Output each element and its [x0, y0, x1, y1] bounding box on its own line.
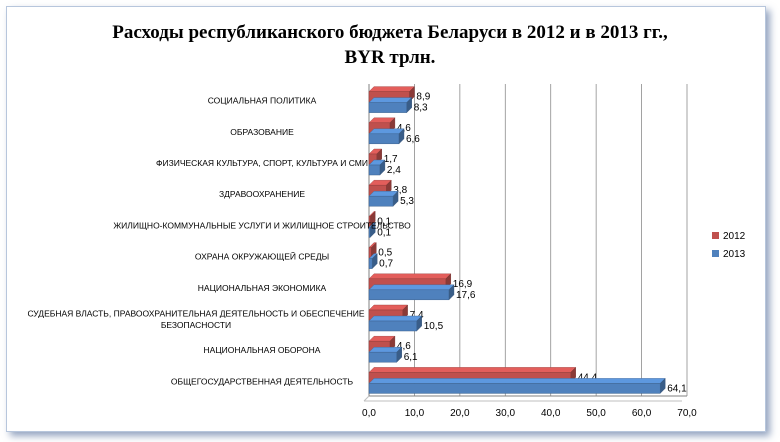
x-tick-label: 0,0 — [362, 408, 376, 419]
bar-2013 — [368, 258, 373, 269]
data-label: 1,7 — [384, 154, 398, 165]
bar-2013-top — [368, 128, 405, 135]
bar-2013-group — [368, 253, 378, 270]
category-label-line: ЖИЛИЩНО-КОММУНАЛЬНЫЕ УСЛУГИ И ЖИЛИЩНОЕ С… — [113, 220, 411, 230]
bar-2013 — [368, 227, 371, 238]
category-label: НАЦИОНАЛЬНАЯ ЭКОНОМИКА — [198, 283, 327, 293]
x-axis-floor-corner — [363, 395, 370, 402]
data-label: 6,6 — [406, 134, 420, 145]
category-label: СОЦИАЛЬНАЯ ПОЛИТИКА — [208, 96, 317, 106]
category-label: ЖИЛИЩНО-КОММУНАЛЬНЫЕ УСЛУГИ И ЖИЛИЩНОЕ С… — [113, 220, 411, 230]
bar-2013-group — [368, 97, 413, 114]
bar-2013 — [368, 320, 417, 332]
x-tick-label: 10,0 — [405, 408, 425, 419]
bar-2012-top — [368, 367, 577, 373]
bar-2012-group — [368, 86, 415, 103]
bar-2012 — [368, 247, 372, 258]
x-tick-label: 40,0 — [541, 408, 561, 419]
x-tick-label: 50,0 — [586, 408, 606, 419]
x-tick-label: 60,0 — [632, 408, 652, 419]
data-label: 0,1 — [377, 216, 391, 227]
category-label: СУДЕБНАЯ ВЛАСТЬ, ПРАВООХРАНИТЕЛЬНАЯ ДЕЯТ… — [27, 308, 364, 330]
category-label-line: ОБРАЗОВАНИЕ — [230, 127, 294, 137]
data-label: 64,1 — [667, 383, 687, 394]
bar-2013 — [368, 195, 394, 207]
category-label: НАЦИОНАЛЬНАЯ ОБОРОНА — [204, 345, 321, 355]
category-label: ФИЗИЧЕСКАЯ КУЛЬТУРА, СПОРТ, КУЛЬТУРА И С… — [156, 158, 368, 168]
chart-title-line1: Расходы республиканского бюджета Беларус… — [112, 22, 668, 43]
data-label: 8,3 — [414, 103, 428, 114]
bar-2012-top — [368, 304, 409, 311]
data-label: 5,3 — [400, 196, 414, 207]
legend-swatch-2012 — [712, 232, 719, 239]
legend-swatch-2013 — [712, 250, 719, 257]
category-label-line: ФИЗИЧЕСКАЯ КУЛЬТУРА, СПОРТ, КУЛЬТУРА И С… — [156, 158, 368, 168]
data-label: 16,9 — [453, 279, 473, 290]
bar-2012-top — [368, 86, 415, 92]
category-label-line: НАЦИОНАЛЬНАЯ ОБОРОНА — [204, 345, 321, 355]
category-label-line: СУДЕБНАЯ ВЛАСТЬ, ПРАВООХРАНИТЕЛЬНАЯ ДЕЯТ… — [27, 308, 364, 318]
chart-title-line2: BYR трлн. — [344, 47, 436, 68]
bar-2013 — [368, 164, 381, 176]
category-label: ЗДРАВООХРАНЕНИЕ — [219, 189, 305, 199]
bar-2013 — [368, 133, 400, 145]
data-label: 0,1 — [377, 227, 391, 238]
data-label: 3,8 — [393, 185, 407, 196]
data-label: 0,5 — [378, 248, 392, 259]
category-label-line: ЗДРАВООХРАНЕНИЕ — [219, 189, 305, 199]
data-label: 2,4 — [387, 165, 401, 176]
x-tick-label: 30,0 — [496, 408, 516, 419]
bar-2013 — [368, 383, 661, 394]
legend-label-2012: 2012 — [723, 231, 746, 242]
data-label: 7,4 — [410, 310, 424, 321]
category-label: ОБРАЗОВАНИЕ — [230, 127, 294, 137]
bar-2013 — [368, 289, 450, 301]
bar-2013-group — [368, 159, 386, 176]
bar-2013 — [368, 102, 407, 113]
data-label: 4,6 — [397, 341, 411, 352]
bar-2012-group — [368, 273, 452, 290]
bar-2013-top — [368, 347, 403, 353]
data-label: 4,6 — [397, 123, 411, 134]
data-label: 17,6 — [456, 290, 476, 301]
bar-2013-group — [368, 190, 399, 207]
legend-label-2013: 2013 — [723, 249, 746, 260]
category-label-line: БЕЗОПАСНОСТИ — [161, 320, 231, 330]
bar-2013-group — [368, 377, 666, 394]
x-tick-label: 70,0 — [677, 408, 697, 419]
data-label: 6,1 — [404, 352, 418, 363]
category-label-line: ОБЩЕГОСУДАРСТВЕННАЯ ДЕЯТЕЛЬНОСТЬ — [171, 376, 354, 386]
bar-2013 — [368, 351, 397, 363]
category-label: ОХРАНА ОКРУЖАЮЩЕЙ СРЕДЫ — [195, 251, 329, 262]
bar-2013-top — [368, 315, 423, 322]
bar-2013-group — [368, 315, 423, 332]
bar-2013-group — [368, 128, 405, 145]
data-label: 0,7 — [379, 259, 393, 270]
data-label: 10,5 — [424, 321, 444, 332]
category-label-line: НАЦИОНАЛЬНАЯ ЭКОНОМИКА — [198, 283, 327, 293]
bar-2013-top — [368, 284, 455, 290]
plot-area — [369, 84, 687, 396]
category-label: ОБЩЕГОСУДАРСТВЕННАЯ ДЕЯТЕЛЬНОСТЬ — [171, 376, 354, 386]
category-label-line: СОЦИАЛЬНАЯ ПОЛИТИКА — [208, 96, 317, 106]
bar-2013-group — [368, 221, 376, 238]
bar-2013-group — [368, 346, 403, 363]
bar-2012-top — [368, 273, 452, 279]
category-label-line: ОХРАНА ОКРУЖАЮЩЕЙ СРЕДЫ — [195, 251, 329, 262]
bar-2013-top — [368, 97, 413, 103]
x-tick-label: 20,0 — [450, 408, 470, 419]
bar-2013-group — [368, 284, 455, 301]
data-label: 8,9 — [416, 92, 430, 103]
data-label: 44,4 — [578, 372, 598, 383]
bar-2013-top — [368, 378, 666, 384]
bar-2012 — [368, 216, 371, 227]
